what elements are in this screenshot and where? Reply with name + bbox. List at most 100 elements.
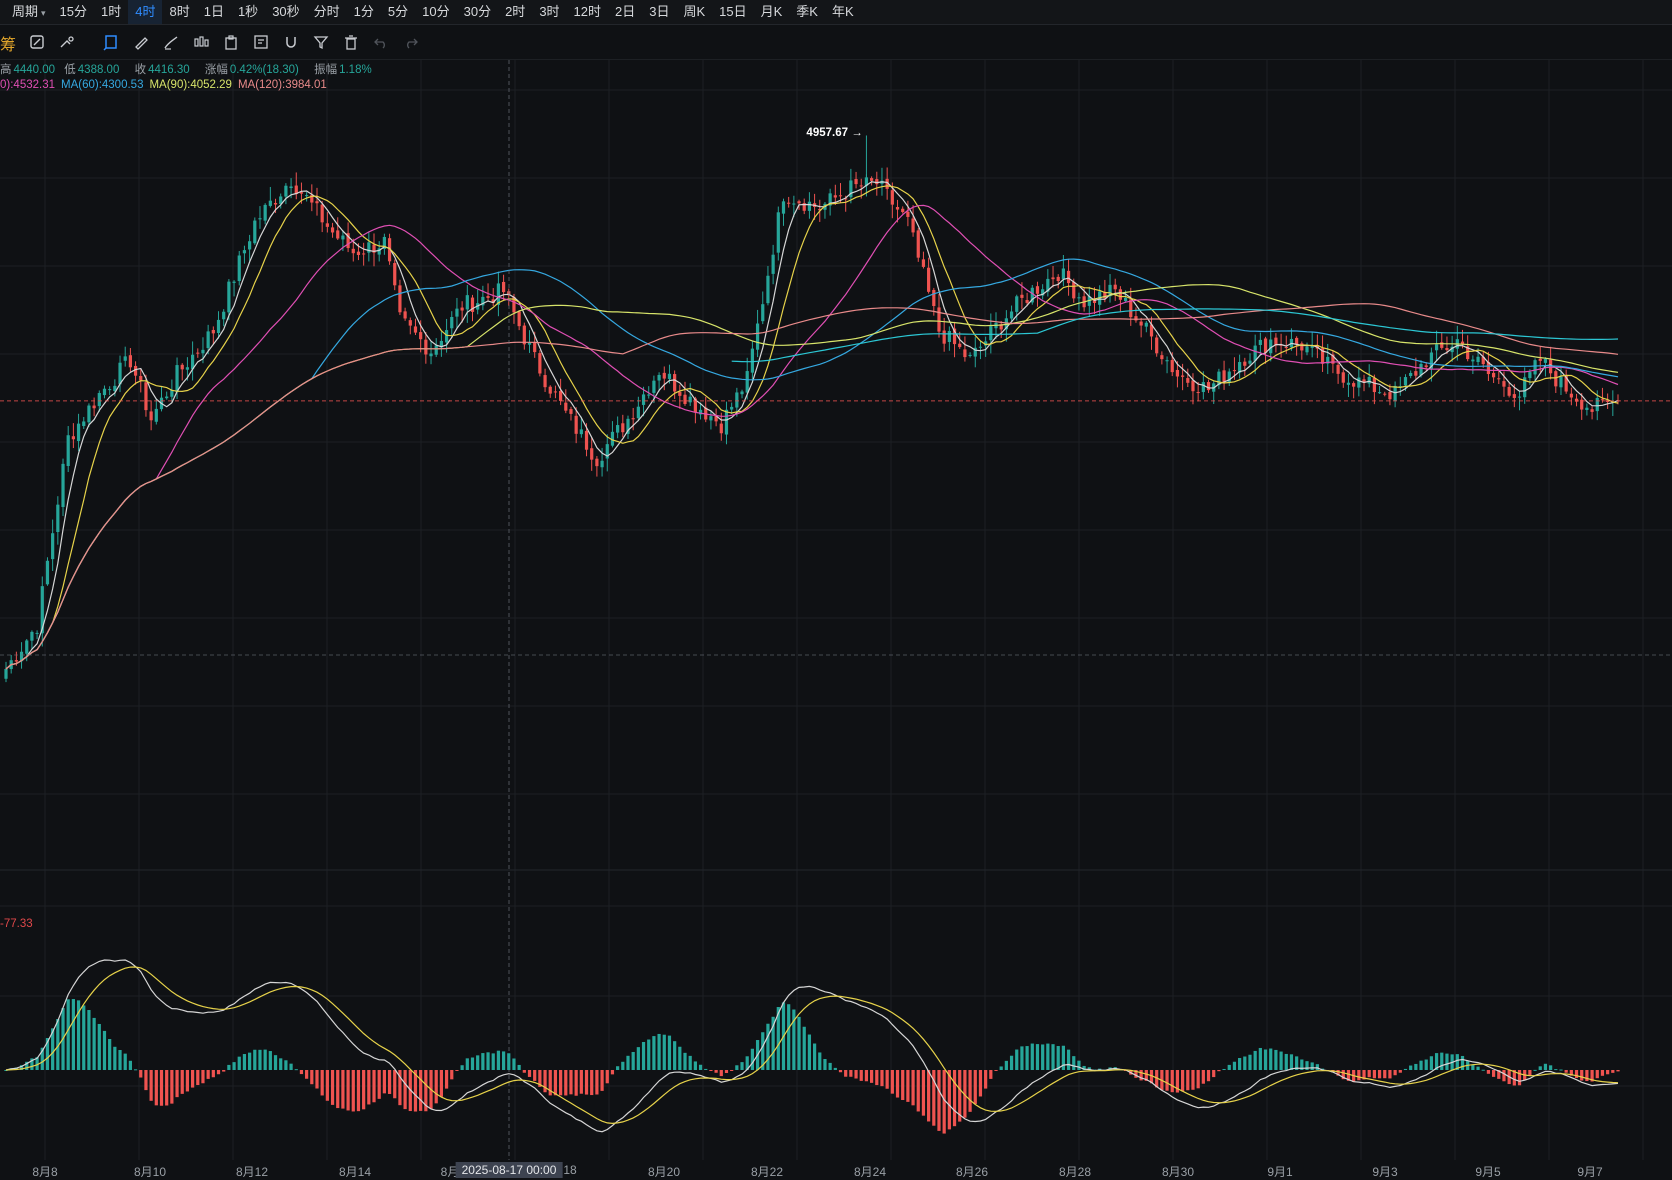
macd-bar bbox=[916, 1070, 920, 1112]
selection-icon[interactable] bbox=[102, 33, 120, 51]
undo-icon[interactable] bbox=[372, 33, 390, 51]
period-item[interactable]: 年K bbox=[831, 4, 854, 19]
macd-bar bbox=[196, 1070, 200, 1086]
macd-bar bbox=[102, 1030, 107, 1070]
macd-bar bbox=[1072, 1056, 1076, 1070]
magnet-icon[interactable] bbox=[282, 33, 300, 51]
candle bbox=[693, 398, 697, 413]
chip-distribution-label[interactable]: 筹 bbox=[0, 37, 17, 54]
candle bbox=[216, 319, 221, 334]
macd-bar bbox=[766, 1023, 770, 1070]
candle bbox=[1414, 371, 1418, 376]
macd-bar bbox=[362, 1070, 366, 1110]
candle bbox=[1409, 372, 1413, 377]
draw-settings-icon[interactable] bbox=[58, 33, 76, 51]
macd-bar bbox=[320, 1070, 324, 1096]
candle bbox=[481, 296, 485, 306]
filter-icon[interactable] bbox=[312, 33, 330, 51]
period-item[interactable]: 1分 bbox=[353, 4, 374, 19]
candle bbox=[185, 367, 190, 370]
candle bbox=[755, 323, 760, 350]
period-item[interactable]: 月K bbox=[760, 4, 783, 19]
period-item[interactable]: 30分 bbox=[463, 4, 492, 19]
period-item[interactable]: 15分 bbox=[59, 4, 88, 19]
period-item[interactable]: 3日 bbox=[649, 4, 670, 19]
candle bbox=[341, 235, 345, 240]
period-item[interactable]: 1日 bbox=[203, 4, 224, 19]
macd-bar bbox=[325, 1070, 329, 1101]
candle bbox=[227, 281, 231, 313]
period-item[interactable]: 8时 bbox=[169, 4, 190, 19]
candle bbox=[1595, 397, 1599, 412]
period-item[interactable]: 30秒 bbox=[272, 4, 300, 19]
period-item[interactable]: 10分 bbox=[422, 4, 450, 19]
trash-icon[interactable] bbox=[342, 33, 360, 51]
period-item[interactable]: 1时 bbox=[101, 4, 122, 19]
candle bbox=[242, 250, 247, 254]
candle bbox=[1445, 348, 1449, 351]
candle bbox=[1201, 382, 1205, 393]
macd-bar bbox=[387, 1070, 392, 1094]
candle-type-icon[interactable] bbox=[192, 33, 210, 51]
macd-bar bbox=[662, 1034, 666, 1070]
macd-bar bbox=[1341, 1070, 1345, 1080]
macd-bar bbox=[569, 1070, 573, 1095]
period-dropdown[interactable]: 周期 ▾ bbox=[0, 0, 53, 24]
macd-bar bbox=[501, 1051, 506, 1070]
macd-bar bbox=[693, 1061, 697, 1070]
period-item[interactable]: 4时 bbox=[128, 0, 163, 24]
macd-bar bbox=[1004, 1060, 1008, 1070]
period-item[interactable]: 2时 bbox=[505, 4, 526, 19]
macd-bar bbox=[683, 1052, 687, 1070]
clipboard-icon[interactable] bbox=[222, 33, 240, 51]
period-item[interactable]: 3时 bbox=[539, 4, 560, 19]
period-item[interactable]: 季K bbox=[796, 4, 818, 19]
period-item[interactable]: 2日 bbox=[615, 4, 636, 19]
indicator-edit-icon[interactable] bbox=[28, 33, 46, 51]
candle bbox=[543, 375, 547, 388]
candle bbox=[1523, 377, 1527, 398]
candle bbox=[1035, 286, 1040, 294]
candle bbox=[901, 208, 905, 213]
macd-bar bbox=[165, 1070, 169, 1106]
candle bbox=[740, 391, 744, 395]
ma60-line bbox=[5, 258, 1619, 670]
pen-brush-icon[interactable] bbox=[162, 33, 180, 51]
candle bbox=[1061, 268, 1065, 280]
macd-bar bbox=[859, 1070, 863, 1081]
candle bbox=[470, 297, 475, 312]
candle bbox=[486, 296, 490, 298]
candle bbox=[735, 392, 739, 408]
candle bbox=[921, 259, 926, 267]
macd-bar bbox=[133, 1069, 138, 1071]
macd-bar bbox=[123, 1053, 127, 1070]
period-item[interactable]: 12时 bbox=[573, 4, 602, 19]
redo-icon[interactable] bbox=[402, 33, 420, 51]
notes-icon[interactable] bbox=[252, 33, 270, 51]
macd-bar bbox=[1554, 1069, 1558, 1071]
macd-bar bbox=[776, 1007, 780, 1070]
macd-bar bbox=[258, 1049, 262, 1070]
macd-bar bbox=[1600, 1070, 1605, 1076]
period-item[interactable]: 15日 bbox=[719, 4, 747, 19]
pencil-icon[interactable] bbox=[132, 33, 150, 51]
candle bbox=[1118, 289, 1123, 300]
candle bbox=[1357, 377, 1361, 388]
candle bbox=[465, 295, 469, 310]
candle bbox=[248, 241, 252, 250]
period-item[interactable]: 周K bbox=[683, 4, 706, 19]
macd-bar bbox=[1367, 1070, 1371, 1078]
candle bbox=[118, 362, 122, 385]
macd-bar bbox=[870, 1070, 874, 1083]
period-item[interactable]: 5分 bbox=[387, 4, 409, 19]
macd-bar bbox=[595, 1070, 599, 1095]
period-item[interactable]: 分时 bbox=[313, 4, 340, 19]
candle bbox=[605, 444, 609, 459]
period-item[interactable]: 1秒 bbox=[237, 4, 259, 19]
macd-bar bbox=[823, 1058, 827, 1070]
candle bbox=[1144, 322, 1148, 327]
candle bbox=[952, 328, 957, 345]
candle bbox=[408, 320, 412, 326]
macd-bar bbox=[1491, 1070, 1496, 1077]
